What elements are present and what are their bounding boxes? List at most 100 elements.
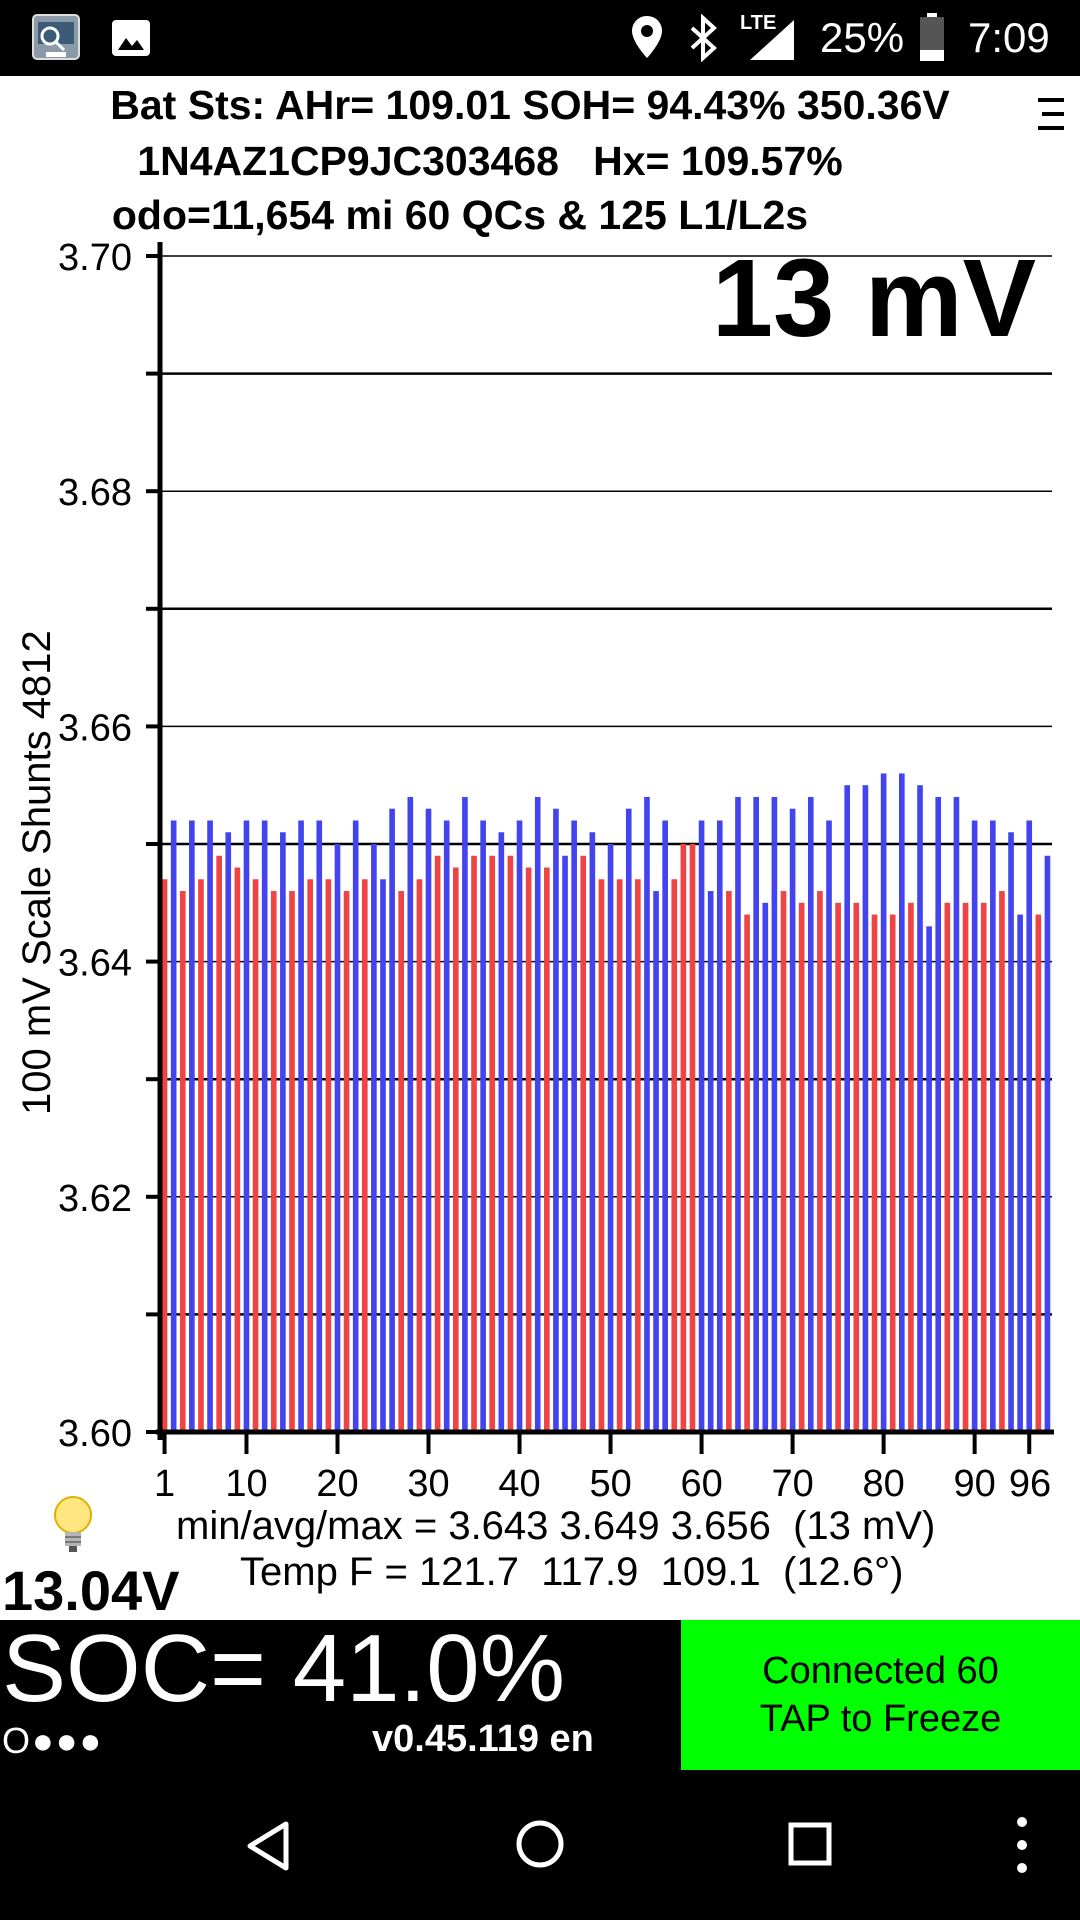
- home-icon[interactable]: [514, 1818, 566, 1870]
- navigation-bar: [0, 1770, 1080, 1920]
- location-icon: [632, 16, 662, 58]
- cell-bar: [898, 773, 905, 1432]
- cell-bar: [580, 855, 587, 1432]
- battery-percent: 25%: [820, 14, 905, 61]
- cell-bar: [189, 820, 195, 1432]
- back-icon[interactable]: [244, 1820, 292, 1872]
- cell-bar: [971, 820, 978, 1432]
- cell-bar: [817, 891, 823, 1432]
- battery-icon: [920, 13, 944, 61]
- cell-bar: [234, 867, 241, 1432]
- cell-bar: [371, 844, 377, 1432]
- cell-bar: [726, 891, 732, 1432]
- cell-bar: [744, 914, 750, 1432]
- temperature: Temp F = 121.7 117.9 109.1 (12.6°): [240, 1550, 904, 1594]
- cell-bar: [1017, 914, 1023, 1432]
- cell-bar: [625, 808, 632, 1432]
- min-avg-max: min/avg/max = 3.643 3.649 3.656 (13 mV): [176, 1504, 936, 1548]
- cell-bar: [298, 820, 304, 1432]
- cell-bar: [225, 832, 232, 1432]
- x-tick-label: 20: [316, 1463, 358, 1505]
- cell-bar: [216, 855, 222, 1432]
- x-tick-label: 96: [1009, 1463, 1051, 1505]
- cell-bar: [516, 820, 523, 1432]
- cell-bar: [935, 796, 942, 1432]
- cell-bar: [871, 914, 878, 1432]
- y-tick-label: 3.66: [58, 707, 132, 749]
- x-tick-label: 1: [154, 1463, 175, 1505]
- recents-icon[interactable]: [788, 1822, 832, 1866]
- x-tick-label: 70: [771, 1463, 813, 1505]
- cell-bar: [735, 796, 741, 1432]
- x-tick-label: 10: [225, 1463, 267, 1505]
- cell-bar: [325, 879, 332, 1432]
- cell-bar: [343, 891, 350, 1432]
- cell-bar: [507, 855, 514, 1432]
- cell-bar: [553, 808, 559, 1432]
- cell-bar: [826, 820, 832, 1432]
- cell-bar: [698, 820, 705, 1432]
- cell-bar: [544, 867, 550, 1432]
- cell-bar: [307, 879, 313, 1432]
- y-tick-label: 3.64: [58, 943, 132, 985]
- cell-bar: [880, 773, 887, 1432]
- cell-bar: [644, 796, 650, 1432]
- cell-bar: [389, 808, 395, 1432]
- cell-bar: [707, 891, 714, 1432]
- odometer-line: odo=11,654 mi 60 QCs & 125 L1/L2s: [111, 192, 809, 238]
- cell-bar: [944, 902, 951, 1432]
- cell-bar: [653, 891, 659, 1432]
- cell-bar: [962, 902, 969, 1432]
- y-tick-label: 3.70: [58, 237, 132, 279]
- cell-bar: [352, 820, 359, 1432]
- cell-bar: [489, 855, 496, 1432]
- cell-bar: [289, 891, 295, 1432]
- cell-bar: [1035, 914, 1042, 1432]
- freeze-hint: TAP to Freeze: [759, 1698, 1002, 1740]
- cell-bar: [207, 820, 213, 1432]
- cell-voltage-chart[interactable]: 3.70 3.68 3.66 3.64 3.62 3.60 1 10 20 30 40 50 60 70…: [0, 236, 1080, 1526]
- lightbulb-icon[interactable]: [50, 1494, 96, 1556]
- cell-bar: [807, 796, 814, 1432]
- cell-bar: [1008, 832, 1014, 1432]
- y-tick-label: 3.60: [58, 1413, 132, 1455]
- connect-freeze-button[interactable]: Connected 60 TAP to Freeze: [681, 1620, 1080, 1770]
- cell-bar: [407, 796, 414, 1432]
- cell-bar: [862, 785, 869, 1432]
- cell-bar: [434, 855, 441, 1432]
- axes: [156, 242, 1054, 1454]
- cell-bar: [416, 879, 423, 1432]
- cell-bar: [598, 879, 605, 1432]
- cell-bar: [953, 796, 960, 1432]
- cell-bar: [716, 820, 723, 1432]
- menu-icon[interactable]: [1038, 96, 1064, 132]
- cell-bar: [161, 879, 168, 1432]
- cell-bar: [771, 796, 778, 1432]
- cell-bar: [1044, 855, 1051, 1432]
- cell-bar: [525, 867, 532, 1432]
- cell-bar: [753, 796, 759, 1432]
- cell-bar: [562, 855, 568, 1432]
- x-tick-label: 60: [680, 1463, 722, 1505]
- x-tick-label: 80: [862, 1463, 904, 1505]
- more-options-icon[interactable]: [1014, 1814, 1030, 1876]
- vin-line: 1N4AZ1CP9JC303468 Hx= 109.57%: [137, 138, 843, 184]
- cell-bar: [662, 820, 668, 1432]
- cell-bar: [798, 902, 805, 1432]
- delta-mv-label: 13 mV: [712, 237, 1036, 360]
- cell-bar: [480, 820, 486, 1432]
- cell-bar: [999, 891, 1005, 1432]
- cell-bar: [908, 902, 914, 1432]
- cell-bar: [443, 820, 450, 1432]
- x-tick-labels: 1 10 20 30 40 50 60 70 80 90 96: [154, 1463, 1051, 1505]
- cell-bar: [198, 879, 204, 1432]
- cell-bars: [161, 773, 1051, 1432]
- y-axis-label: 100 mV Scale Shunts 4812: [15, 630, 59, 1115]
- clock: 7:09: [968, 14, 1050, 61]
- cell-bar: [616, 879, 623, 1432]
- cell-bar: [462, 796, 468, 1432]
- cell-bar: [398, 891, 405, 1432]
- cell-bar: [452, 867, 459, 1432]
- cell-bar: [425, 808, 432, 1432]
- lte-signal-icon: [750, 20, 794, 60]
